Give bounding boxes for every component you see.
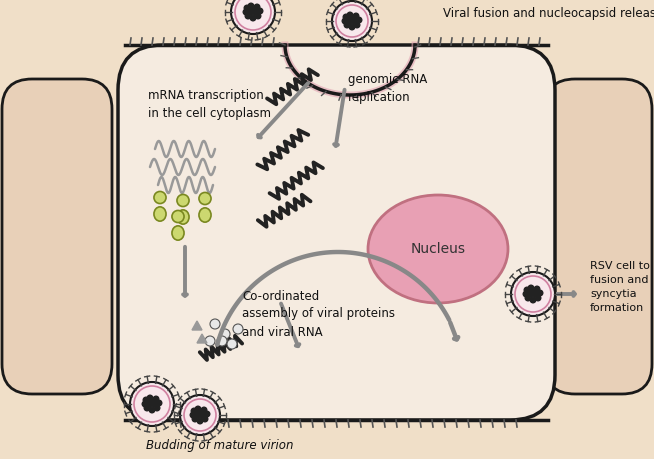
Circle shape (253, 7, 259, 13)
Circle shape (530, 297, 536, 303)
Circle shape (243, 9, 249, 15)
Circle shape (200, 410, 206, 416)
Circle shape (227, 339, 237, 349)
Circle shape (156, 400, 162, 406)
Circle shape (194, 411, 200, 417)
Circle shape (353, 13, 359, 19)
Circle shape (530, 291, 536, 297)
Circle shape (245, 13, 250, 19)
Circle shape (190, 412, 196, 418)
Circle shape (343, 14, 349, 20)
Text: genomic RNA
replication: genomic RNA replication (348, 73, 427, 105)
Circle shape (527, 290, 533, 296)
Circle shape (346, 17, 352, 23)
Circle shape (511, 272, 555, 316)
Circle shape (349, 18, 355, 24)
Circle shape (250, 15, 256, 21)
Polygon shape (192, 321, 202, 330)
Circle shape (198, 418, 203, 424)
Circle shape (142, 401, 148, 407)
Circle shape (342, 18, 348, 24)
Circle shape (525, 287, 530, 293)
Circle shape (195, 406, 201, 412)
Circle shape (257, 8, 263, 14)
Circle shape (537, 290, 543, 296)
Circle shape (525, 295, 531, 301)
Circle shape (154, 191, 166, 203)
Circle shape (172, 210, 184, 223)
Circle shape (204, 411, 210, 417)
Circle shape (354, 22, 360, 28)
Circle shape (356, 17, 362, 23)
Ellipse shape (172, 226, 184, 240)
Circle shape (250, 9, 256, 15)
Text: Budding of mature virion: Budding of mature virion (146, 438, 294, 452)
Circle shape (202, 416, 208, 422)
Circle shape (332, 1, 372, 41)
Circle shape (255, 13, 261, 19)
Circle shape (154, 405, 160, 411)
Circle shape (152, 399, 158, 405)
Circle shape (247, 8, 253, 14)
Circle shape (344, 22, 350, 28)
Circle shape (231, 0, 275, 34)
Polygon shape (197, 334, 207, 343)
Text: Viral fusion and nucleocapsid release: Viral fusion and nucleocapsid release (443, 7, 654, 21)
FancyBboxPatch shape (2, 79, 112, 394)
Circle shape (249, 3, 254, 9)
Ellipse shape (368, 195, 508, 303)
Circle shape (205, 336, 215, 346)
Circle shape (180, 395, 220, 435)
Ellipse shape (154, 207, 166, 221)
Circle shape (254, 4, 260, 10)
Circle shape (528, 285, 534, 291)
Circle shape (233, 324, 243, 334)
Text: Nucleus: Nucleus (411, 242, 466, 256)
Circle shape (177, 195, 189, 207)
Circle shape (220, 329, 230, 339)
Text: RSV cell to cell
fusion and
syncytia
formation: RSV cell to cell fusion and syncytia for… (590, 261, 654, 313)
Circle shape (533, 289, 539, 295)
Circle shape (143, 397, 149, 403)
FancyBboxPatch shape (118, 45, 555, 420)
FancyBboxPatch shape (545, 79, 652, 394)
Circle shape (199, 192, 211, 205)
Circle shape (201, 407, 207, 413)
Circle shape (144, 405, 150, 411)
Circle shape (198, 412, 203, 418)
Circle shape (535, 295, 541, 301)
Text: Co-ordinated
assembly of viral proteins
and viral RNA: Co-ordinated assembly of viral proteins … (242, 290, 395, 338)
Circle shape (153, 396, 159, 402)
Circle shape (130, 382, 174, 426)
Circle shape (349, 24, 355, 30)
Circle shape (217, 336, 227, 346)
Circle shape (149, 407, 155, 413)
Circle shape (146, 400, 152, 406)
Circle shape (347, 12, 353, 18)
Circle shape (210, 319, 220, 329)
Circle shape (147, 395, 153, 401)
Circle shape (523, 291, 529, 297)
Circle shape (191, 408, 197, 414)
Circle shape (353, 16, 358, 22)
Ellipse shape (199, 208, 211, 222)
Text: mRNA transcription
in the cell cytoplasm: mRNA transcription in the cell cytoplasm (148, 89, 271, 119)
Circle shape (534, 286, 540, 292)
Ellipse shape (177, 210, 189, 224)
Circle shape (244, 5, 250, 11)
Circle shape (149, 401, 155, 407)
Circle shape (192, 416, 198, 422)
